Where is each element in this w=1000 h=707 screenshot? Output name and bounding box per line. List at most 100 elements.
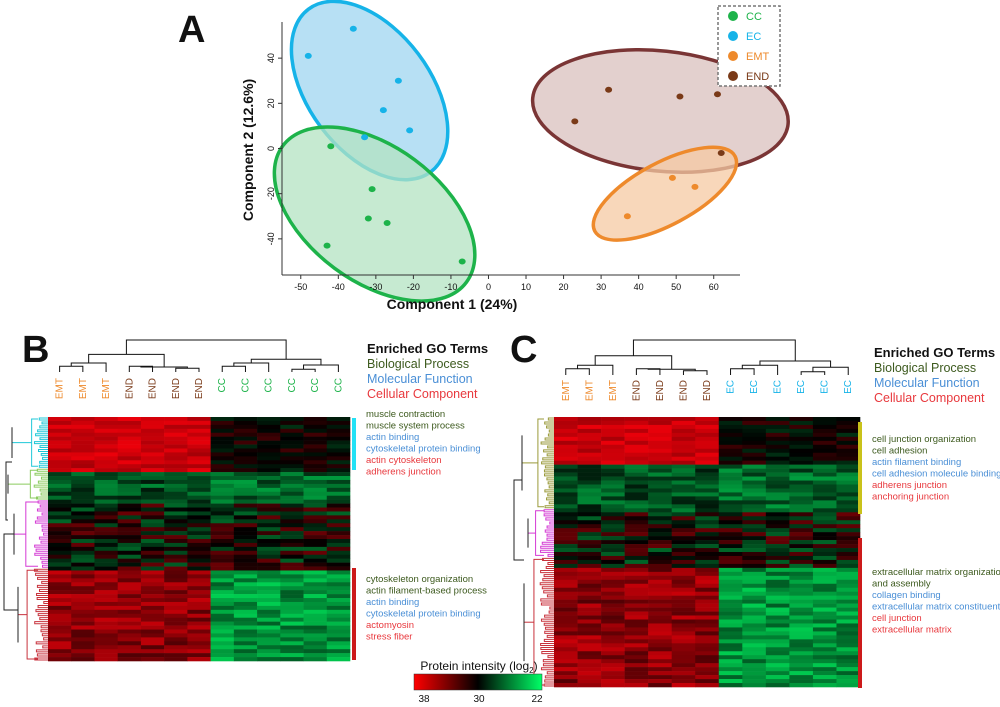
heatmap-cell [624,472,649,477]
heatmap-cell [718,655,743,660]
heatmap-cell [94,617,118,622]
heatmap-cell [789,460,814,465]
heatmap-cell [303,578,328,583]
column-label: EC [749,380,760,394]
heatmap-cell [789,444,814,450]
heatmap-cell [280,621,304,626]
heatmap-cell [71,511,95,516]
heatmap-cell [233,570,258,575]
heatmap-cell [718,631,743,636]
heatmap-cell [71,468,95,473]
heatmap-cell [648,488,672,493]
heatmap-cell [233,507,258,512]
heatmap-cell [718,623,743,628]
heatmap-cell [326,539,351,544]
heatmap-cell [718,619,743,624]
heatmap-cell [601,448,625,454]
heatmap-cell [765,591,790,596]
heatmap-cell [624,496,649,501]
heatmap-cell [326,641,351,646]
heatmap-cell [671,619,696,624]
heatmap-cell [695,679,720,684]
heatmap-cell [577,488,602,493]
heatmap-cell [577,512,602,517]
legend-marker-cc [728,11,738,21]
heatmap-cell [280,440,304,445]
heatmap-cell [789,432,814,438]
heatmap-cell [71,515,95,520]
go-term-upper: actin cytoskeleton [366,455,442,466]
heatmap-cell [48,531,72,536]
heatmap-cell [94,649,118,654]
heatmap-cell [601,480,625,485]
heatmap-cell [48,417,72,422]
heatmap-cell [577,436,602,442]
heatmap-cell [836,643,861,648]
heatmap-cell [326,472,351,477]
heatmap-cell [836,575,861,581]
heatmap-cell [94,653,118,658]
heatmap-cell [233,487,258,493]
heatmap-cell [48,566,72,571]
heatmap-cell [554,417,578,422]
heatmap-cell [742,555,767,561]
heatmap-cell [695,456,720,461]
heatmap-cell [257,527,281,532]
heatmap-cell [187,605,211,611]
heatmap-cell [836,496,861,501]
heatmap-cell [280,444,304,449]
heatmap-cell [789,567,814,573]
heatmap-cell [326,601,351,607]
heatmap-cell [210,424,235,430]
heatmap-cell [765,639,790,644]
heatmap-cell [187,617,211,622]
heatmap-cell [257,515,281,520]
heatmap-cell [601,536,625,541]
heatmap-cell [164,546,188,552]
heatmap-cell [718,552,743,557]
heatmap-cell [624,603,649,608]
heatmap-cell [257,456,281,461]
heatmap-cell [210,605,235,611]
heatmap-cell [187,621,211,626]
heatmap-cell [812,555,837,561]
heatmap-cell [601,595,625,600]
heatmap-cell [117,582,142,587]
heatmap-cell [303,432,328,437]
heatmap-cell [812,563,837,569]
heatmap-cell [326,562,351,567]
heatmap-cell [789,500,814,505]
heatmap-cell [233,527,258,532]
heatmap-cell [117,550,142,556]
heatmap-cell [742,552,767,557]
heatmap-cell [326,527,351,532]
heatmap-cell [117,562,142,567]
heatmap-cell [164,483,188,489]
heatmap-cell [836,488,861,493]
heatmap-cell [164,531,188,536]
heatmap-cell [624,591,649,596]
heatmap-cell [326,598,351,603]
heatmap-cell [718,603,743,608]
heatmap-cell [210,539,235,544]
heatmap-cell [71,542,95,548]
go-term-lower: extracellular matrix [872,625,952,636]
heatmap-cell [71,621,95,626]
heatmap-cell [280,448,304,453]
pca-ellipse-cc [272,125,477,303]
heatmap-cell [326,609,351,615]
heatmap-cell [326,637,351,642]
heatmap-cell [554,500,578,505]
heatmap-cell [765,571,790,577]
heatmap-cell [718,496,743,501]
column-label: EMT [55,378,66,399]
heatmap-cell [601,544,625,549]
heatmap-cell [789,428,814,434]
heatmap-cell [765,615,790,620]
heatmap-cell [303,440,328,445]
heatmap-cell [742,631,767,636]
heatmap-cell [280,601,304,607]
heatmap-cell [789,536,814,541]
heatmap-cell [94,570,118,575]
heatmap-cell [789,651,814,656]
